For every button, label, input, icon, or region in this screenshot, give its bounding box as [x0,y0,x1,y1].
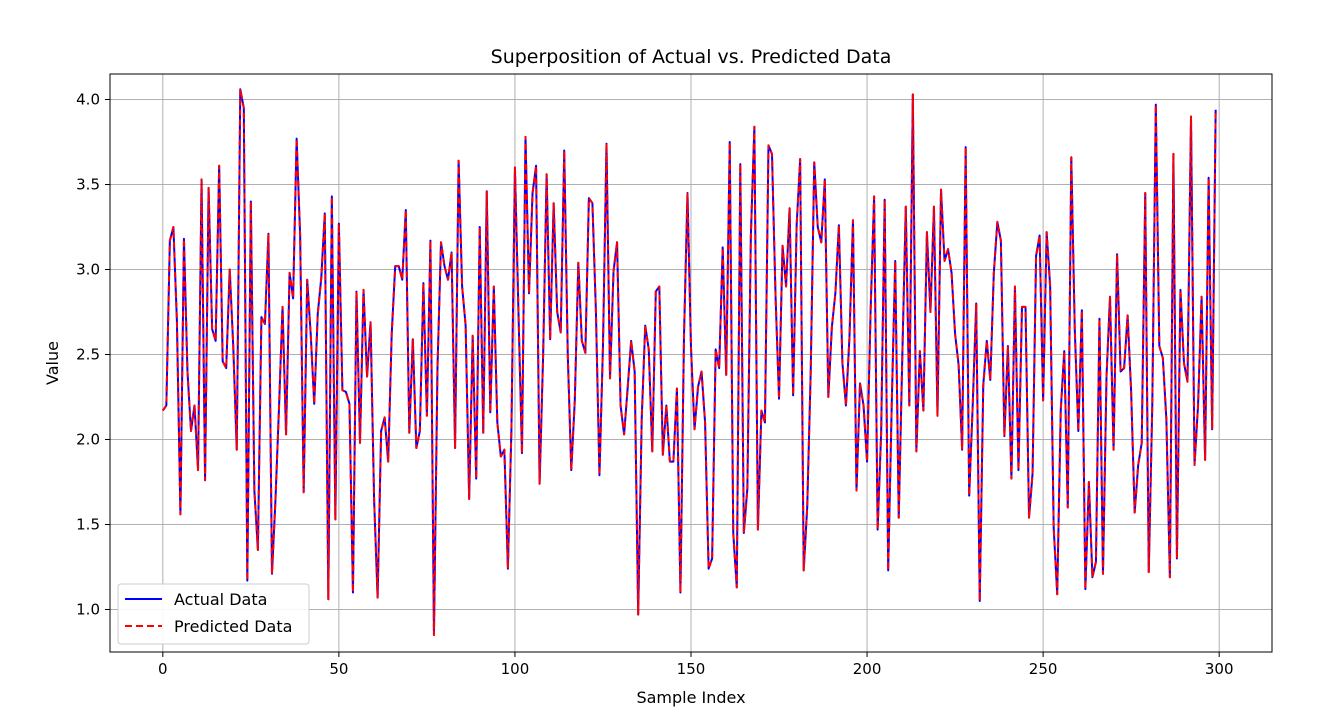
legend-box [117,583,310,645]
x-tick-label: 100 [501,660,530,678]
x-tick-label: 200 [853,660,882,678]
y-axis-label: Value [43,341,62,385]
y-tick-label: 3.0 [76,261,100,279]
x-tick-label: 150 [677,660,706,678]
y-tick-label: 3.5 [76,176,100,194]
chart-title: Superposition of Actual vs. Predicted Da… [491,46,892,68]
series-lines [161,88,1217,636]
x-tick-label: 0 [158,660,168,678]
series-line-predicted [161,88,1217,636]
x-tick-label: 50 [329,660,348,678]
y-tick-label: 1.5 [76,516,100,534]
legend: Actual Data Predicted Data [117,583,310,645]
y-tick-label: 4.0 [76,91,100,109]
y-tick-label: 1.0 [76,601,100,619]
x-tick-label: 250 [1029,660,1058,678]
y-tick-label: 2.0 [76,431,100,449]
x-axis-label: Sample Index [636,688,745,707]
legend-label-actual: Actual Data [174,590,267,609]
x-tick-label: 300 [1205,660,1234,678]
legend-label-predicted: Predicted Data [174,617,292,636]
y-tick-label: 2.5 [76,346,100,364]
axis-ticks: 0 50 100 150 200 250 300 1.0 1.5 2.0 2.5 3.0 3.5 4.0 [76,91,1233,679]
